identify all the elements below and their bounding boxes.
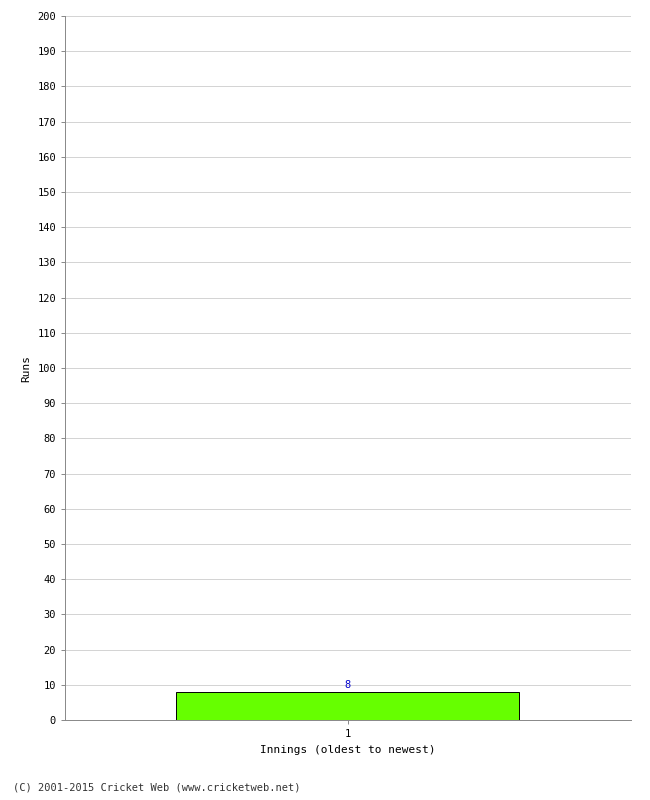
Text: 8: 8 [344,680,351,690]
X-axis label: Innings (oldest to newest): Innings (oldest to newest) [260,745,436,754]
Text: (C) 2001-2015 Cricket Web (www.cricketweb.net): (C) 2001-2015 Cricket Web (www.cricketwe… [13,782,300,792]
Y-axis label: Runs: Runs [21,354,32,382]
Bar [176,692,519,720]
